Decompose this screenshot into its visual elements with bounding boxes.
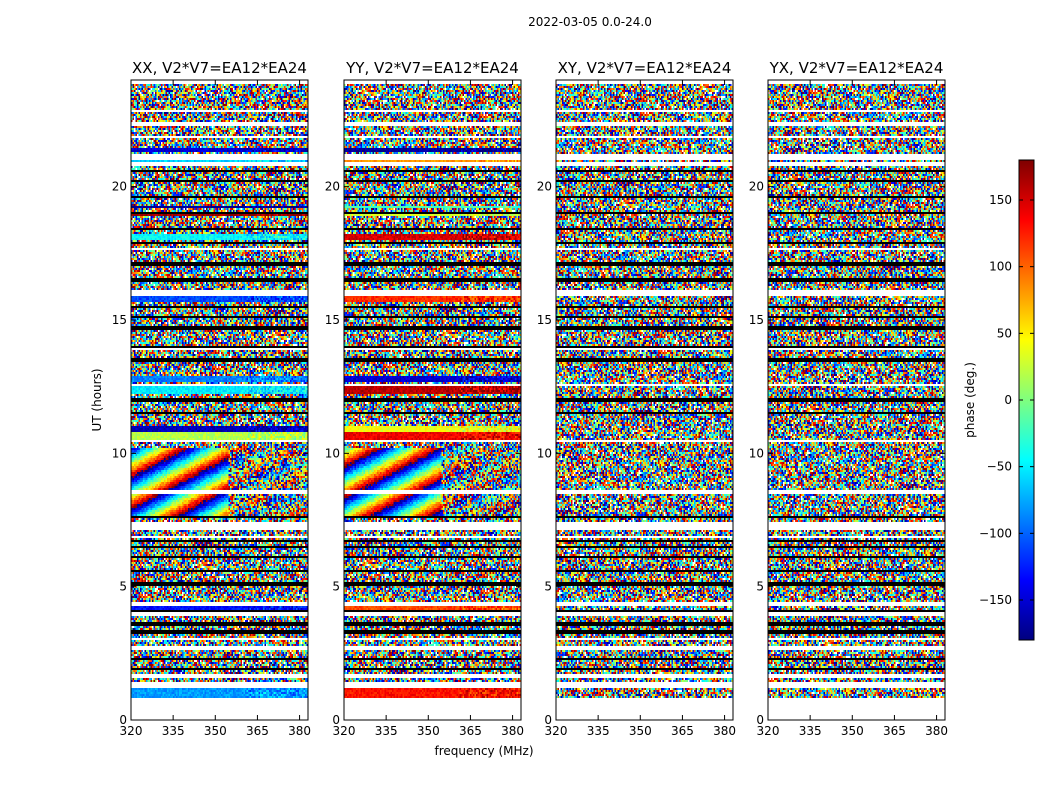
x-tick-label: 380 (501, 724, 524, 738)
x-tick-label: 335 (162, 724, 185, 738)
y-tick-label: 10 (749, 446, 764, 460)
x-tick-label: 335 (587, 724, 610, 738)
y-tick-label: 0 (332, 713, 340, 727)
y-tick-label: 20 (749, 180, 764, 194)
panel-4: YX, V2*V7=EA12*EA24 320 335 350 365 380 0 5 10 15… (749, 59, 948, 738)
x-tick-label: 320 (757, 724, 780, 738)
x-tick-label: 365 (246, 724, 269, 738)
x-tick-label: 320 (333, 724, 356, 738)
panel-frame (130, 79, 309, 721)
x-tick-label: 350 (629, 724, 652, 738)
x-tick-label: 365 (459, 724, 482, 738)
y-tick-label: 20 (537, 180, 552, 194)
x-tick-label: 380 (288, 724, 311, 738)
x-tick-label: 350 (417, 724, 440, 738)
y-tick-label: 10 (112, 446, 127, 460)
x-tick-label: 320 (120, 724, 143, 738)
colorbar-tick-label: −150 (979, 593, 1012, 607)
y-tick-label: 20 (325, 180, 340, 194)
panel-1: XX, V2*V7=EA12*EA24 320 335 350 365 380 0 5 10 15… (112, 59, 311, 738)
y-tick-label: 0 (119, 713, 127, 727)
colorbar-tick-label: 100 (989, 260, 1012, 274)
x-tick-label: 320 (545, 724, 568, 738)
colorbar-label: phase (deg.) (963, 362, 977, 438)
x-tick-label: 365 (883, 724, 906, 738)
panel-title: XX, V2*V7=EA12*EA24 (132, 59, 307, 77)
y-tick-label: 5 (119, 580, 127, 594)
y-tick-label: 15 (112, 313, 127, 327)
panel-2: YY, V2*V7=EA12*EA24 320 335 350 365 380 0 5 10 15… (325, 59, 524, 738)
panel-frame (343, 79, 522, 721)
panel-3: XY, V2*V7=EA12*EA24 320 335 350 365 380 0 5 10 15… (537, 59, 736, 738)
y-tick-label: 5 (332, 580, 340, 594)
colorbar-tick-label: 150 (989, 193, 1012, 207)
x-tick-label: 335 (799, 724, 822, 738)
panel-title: YY, V2*V7=EA12*EA24 (345, 59, 519, 77)
colorbar: 150 100 50 0 −50 −100 −150 (979, 159, 1035, 641)
y-tick-label: 15 (325, 313, 340, 327)
colorbar-tick-label: 50 (997, 326, 1012, 340)
y-tick-label: 10 (325, 446, 340, 460)
panels-group: XX, V2*V7=EA12*EA24 320 335 350 365 380 0 5 10 15… (112, 59, 948, 738)
x-axis-label: frequency (MHz) (434, 744, 533, 758)
y-tick-label: 15 (537, 313, 552, 327)
y-tick-label: 5 (756, 580, 764, 594)
y-tick-label: 0 (544, 713, 552, 727)
panel-frame (767, 79, 946, 721)
phase-waterfall-image (131, 80, 308, 720)
x-tick-label: 350 (841, 724, 864, 738)
colorbar-tick-label: 0 (1004, 393, 1012, 407)
x-tick-label: 380 (925, 724, 948, 738)
panel-frame (555, 79, 734, 721)
y-axis-label: UT (hours) (90, 368, 104, 431)
phase-waterfall-image (768, 80, 945, 720)
x-tick-label: 380 (713, 724, 736, 738)
y-tick-label: 20 (112, 180, 127, 194)
figure-suptitle: 2022-03-05 0.0-24.0 (528, 15, 652, 29)
colorbar-tick-label: −50 (987, 460, 1012, 474)
colorbar-tick-label: −100 (979, 526, 1012, 540)
x-tick-label: 335 (375, 724, 398, 738)
phase-waterfall-image (556, 80, 733, 720)
phase-waterfall-image (344, 80, 521, 720)
y-tick-label: 5 (544, 580, 552, 594)
y-tick-label: 15 (749, 313, 764, 327)
panel-title: YX, V2*V7=EA12*EA24 (769, 59, 944, 77)
y-tick-label: 10 (537, 446, 552, 460)
y-tick-label: 0 (756, 713, 764, 727)
x-tick-label: 365 (671, 724, 694, 738)
panel-title: XY, V2*V7=EA12*EA24 (558, 59, 732, 77)
x-tick-label: 350 (204, 724, 227, 738)
